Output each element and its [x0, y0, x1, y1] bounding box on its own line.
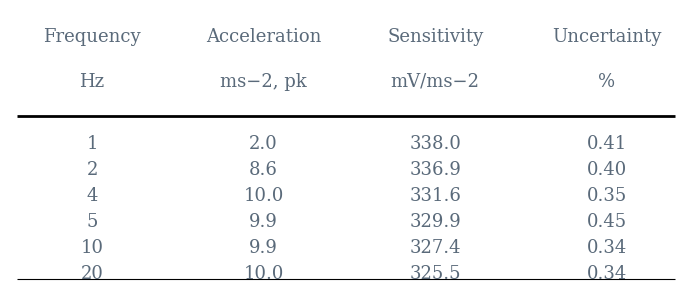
Text: 325.5: 325.5 [410, 265, 461, 283]
Text: Uncertainty: Uncertainty [552, 28, 662, 46]
Text: Frequency: Frequency [43, 28, 141, 46]
Text: 8.6: 8.6 [249, 161, 278, 179]
Text: 10.0: 10.0 [244, 187, 284, 205]
Text: Hz: Hz [80, 73, 104, 91]
Text: %: % [599, 73, 615, 91]
Text: 0.41: 0.41 [587, 135, 627, 153]
Text: 0.34: 0.34 [587, 239, 627, 257]
Text: 2.0: 2.0 [249, 135, 278, 153]
Text: 4: 4 [86, 187, 98, 205]
Text: 0.35: 0.35 [587, 187, 627, 205]
Text: 5: 5 [86, 213, 98, 231]
Text: 9.9: 9.9 [249, 239, 278, 257]
Text: 338.0: 338.0 [409, 135, 461, 153]
Text: 1: 1 [86, 135, 98, 153]
Text: 20: 20 [80, 265, 103, 283]
Text: mV/ms−2: mV/ms−2 [391, 73, 480, 91]
Text: 336.9: 336.9 [409, 161, 461, 179]
Text: 10: 10 [80, 239, 104, 257]
Text: 0.45: 0.45 [587, 213, 627, 231]
Text: Acceleration: Acceleration [206, 28, 321, 46]
Text: 0.34: 0.34 [587, 265, 627, 283]
Text: ms−2, pk: ms−2, pk [220, 73, 307, 91]
Text: 329.9: 329.9 [410, 213, 461, 231]
Text: 327.4: 327.4 [410, 239, 461, 257]
Text: 9.9: 9.9 [249, 213, 278, 231]
Text: 331.6: 331.6 [409, 187, 461, 205]
Text: 0.40: 0.40 [587, 161, 627, 179]
Text: 10.0: 10.0 [244, 265, 284, 283]
Text: 2: 2 [86, 161, 98, 179]
Text: Sensitivity: Sensitivity [387, 28, 484, 46]
